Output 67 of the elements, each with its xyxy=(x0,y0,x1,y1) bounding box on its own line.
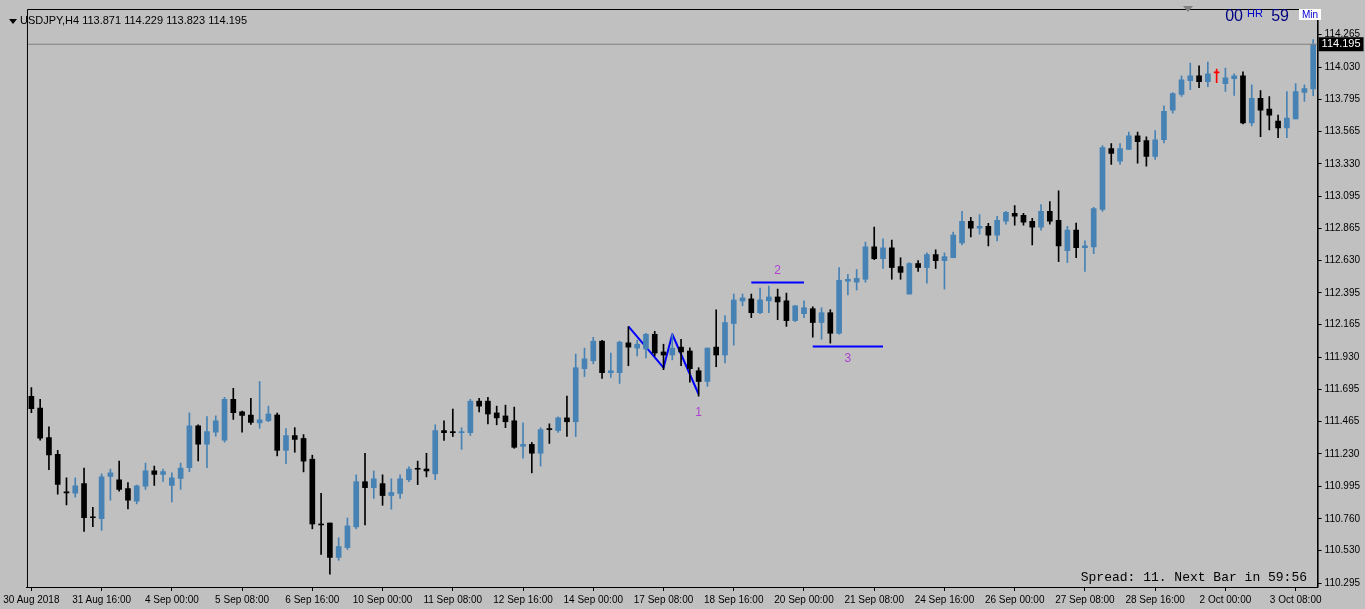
annotation: HR xyxy=(1247,7,1263,20)
x-tick-label: 20 Sep 00:00 xyxy=(774,593,835,605)
annotation: Spread: 11. Next Bar in 59:56 xyxy=(1080,569,1307,585)
y-tick-label: 114.265 xyxy=(1324,28,1361,40)
x-tick-label: 14 Sep 00:00 xyxy=(563,593,624,605)
x-tick-label: 21 Sep 08:00 xyxy=(844,593,905,605)
x-tick-label: 31 Aug 16:00 xyxy=(72,593,132,605)
ref-line-label: 114.195 xyxy=(1321,37,1361,50)
candlestick xyxy=(441,420,447,441)
candlestick xyxy=(520,422,526,459)
y-tick-label: 112.165 xyxy=(1324,318,1361,330)
candlestick xyxy=(564,395,570,437)
x-tick-label: 30 Aug 2018 xyxy=(3,593,60,605)
y-tick-label: 113.565 xyxy=(1324,125,1361,137)
x-tick-label: 5 Sep 08:00 xyxy=(215,593,270,605)
candlestick xyxy=(1011,205,1018,226)
y-tick-label: 113.330 xyxy=(1324,157,1361,169)
x-tick-label: 4 Sep 00:00 xyxy=(144,593,200,605)
y-tick-label: 111.465 xyxy=(1324,415,1360,427)
x-tick-label: 28 Sep 16:00 xyxy=(1125,593,1186,605)
x-tick-label: 17 Sep 08:00 xyxy=(633,593,694,605)
y-tick-label: 110.760 xyxy=(1324,512,1361,524)
y-tick-label: 110.295 xyxy=(1324,576,1361,588)
x-tick-label: 18 Sep 16:00 xyxy=(704,593,764,605)
y-tick-label: 113.095 xyxy=(1324,189,1361,201)
candlestick xyxy=(1187,62,1194,90)
x-tick-label: 24 Sep 16:00 xyxy=(914,593,975,605)
y-tick-label: 113.795 xyxy=(1324,93,1361,105)
annotation: 3 xyxy=(844,350,852,365)
x-tick-label: 3 Oct 08:00 xyxy=(1269,593,1322,605)
y-tick-label: 112.395 xyxy=(1324,286,1361,298)
x-tick-label: 27 Sep 08:00 xyxy=(1055,593,1116,605)
candlestick xyxy=(845,273,851,296)
y-tick-label: 114.030 xyxy=(1324,60,1361,72)
candlestick xyxy=(362,452,368,526)
candlestick xyxy=(151,465,158,486)
candlestick xyxy=(678,338,684,367)
x-tick-label: 2 Oct 00:00 xyxy=(1199,593,1252,605)
candlestick xyxy=(766,285,772,314)
candlestick xyxy=(1231,73,1238,96)
y-tick-label: 112.630 xyxy=(1324,254,1361,266)
candlestick xyxy=(1266,96,1273,131)
x-tick-label: 11 Sep 08:00 xyxy=(423,593,483,605)
candlestick xyxy=(608,352,614,378)
candlestick xyxy=(291,427,298,453)
candlestick xyxy=(414,460,421,485)
y-tick-label: 112.865 xyxy=(1324,221,1361,233)
candlestick xyxy=(1284,91,1290,139)
y-tick-label: 111.230 xyxy=(1324,447,1360,459)
x-tick-label: 12 Sep 16:00 xyxy=(493,593,554,605)
annotation: 00 xyxy=(1225,7,1243,25)
candlestick xyxy=(239,410,245,433)
candlestick xyxy=(713,309,720,368)
x-tick-label: 6 Sep 16:00 xyxy=(285,593,340,605)
annotation: 59 xyxy=(1271,7,1289,25)
annotation: Min xyxy=(1298,9,1321,20)
annotation: 1 xyxy=(695,404,703,419)
annotation: 2 xyxy=(774,262,782,277)
y-tick-label: 111.930 xyxy=(1324,350,1360,362)
y-tick-label: 110.530 xyxy=(1324,544,1361,556)
candlestick xyxy=(90,506,96,527)
x-tick-label: 10 Sep 00:00 xyxy=(352,593,413,605)
candlestick xyxy=(204,416,210,468)
y-tick-label: 110.995 xyxy=(1324,480,1361,492)
x-tick-label: 26 Sep 00:00 xyxy=(984,593,1045,605)
y-tick-label: 111.695 xyxy=(1324,383,1360,395)
candlestick xyxy=(449,408,456,437)
